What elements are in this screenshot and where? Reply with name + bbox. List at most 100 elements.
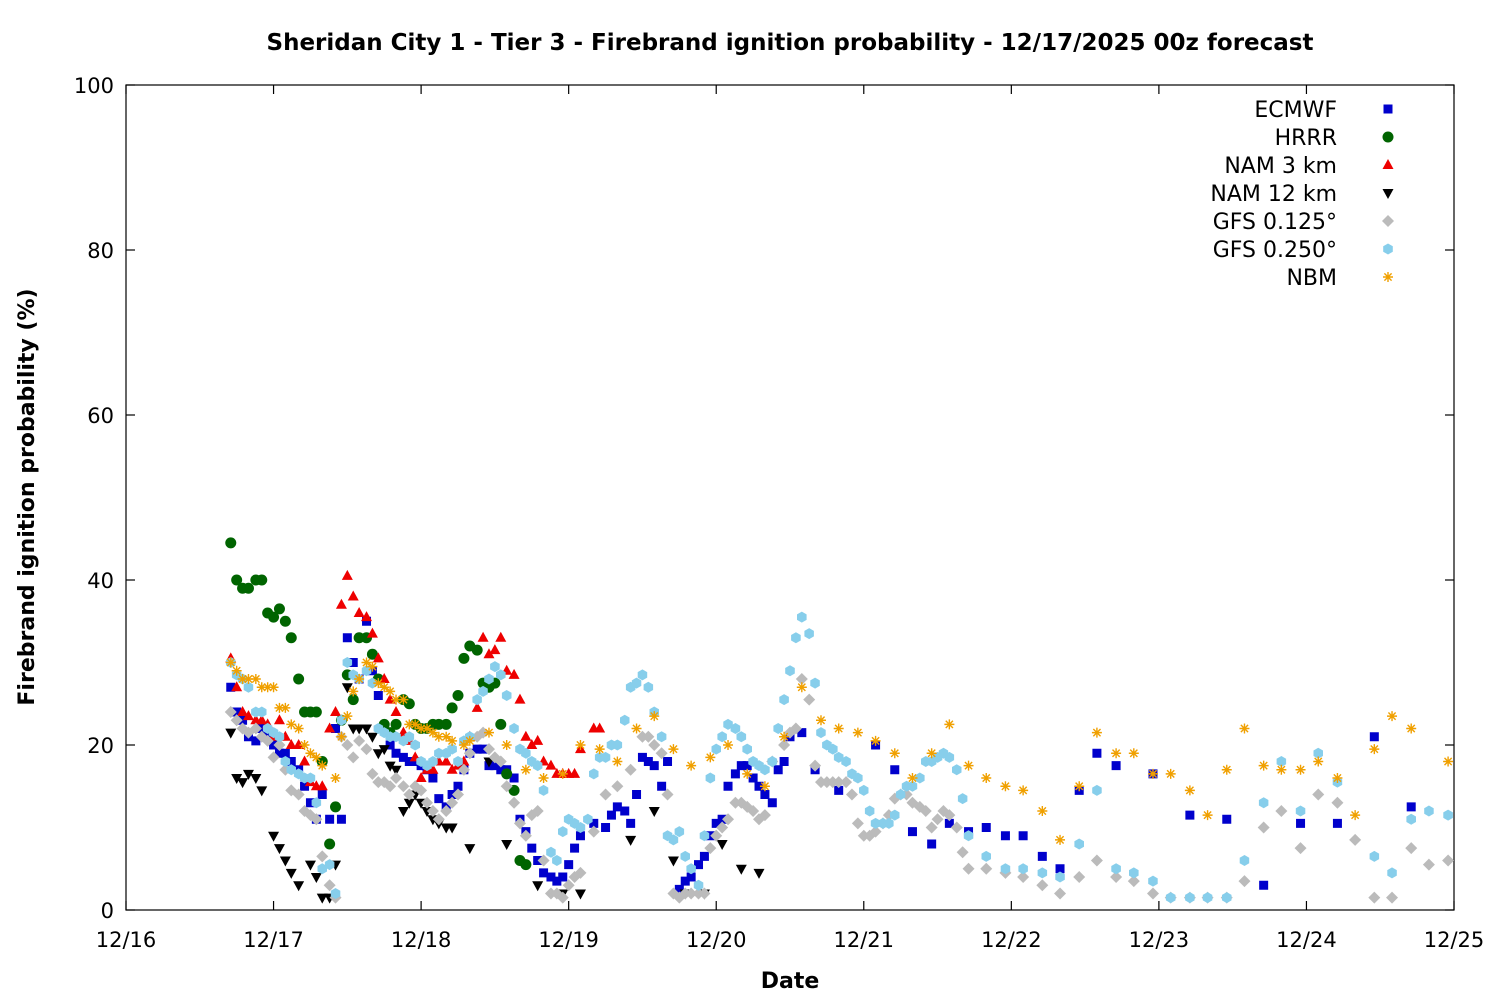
gfs-0-125-point: [249, 722, 262, 735]
ecmwf-point: [1332, 818, 1342, 828]
gfs-0-250-point: [1387, 867, 1397, 879]
gfs-0-125-point: [685, 887, 698, 900]
gfs-0-125-point: [397, 780, 410, 793]
legend-marker-nam-12-km: [1382, 189, 1394, 199]
x-tick-label: 12/17: [243, 928, 304, 952]
nam-12-km-point: [273, 844, 285, 855]
gfs-0-250-point: [391, 731, 401, 743]
nbm-point: [594, 744, 605, 755]
ecmwf-point: [575, 831, 585, 841]
ecmwf-point: [331, 724, 341, 733]
gfs-0-250-point: [1092, 784, 1102, 796]
ecmwf-point: [385, 740, 395, 750]
gfs-0-250-point: [496, 669, 506, 681]
gfs-0-125-point: [390, 772, 403, 784]
ecmwf-point: [317, 790, 327, 799]
nbm-point: [796, 682, 807, 693]
nbm-point: [1037, 806, 1048, 816]
nam-3-km-point: [347, 590, 359, 601]
gfs-0-250-point: [1185, 892, 1195, 904]
nam-12-km-point: [753, 868, 765, 879]
gfs-0-125-point: [316, 850, 329, 863]
gfs-0-250-point: [828, 743, 838, 755]
nbm-point: [612, 756, 623, 767]
hrrr-point: [279, 615, 291, 627]
ecmwf-point: [373, 691, 383, 700]
nbm-point: [237, 674, 248, 684]
ecmwf-point: [1092, 748, 1102, 758]
nbm-point: [410, 719, 421, 730]
gfs-0-125-point: [366, 767, 379, 780]
hrrr-point: [452, 690, 464, 701]
gfs-0-125-point: [341, 739, 354, 751]
gfs-0-125-point: [432, 813, 445, 826]
hrrr-point: [390, 718, 402, 730]
nbm-point: [262, 682, 273, 693]
ecmwf-point: [663, 757, 673, 766]
gfs-0-125-point: [655, 747, 668, 760]
gfs-0-250-point: [864, 805, 875, 817]
ecmwf-point: [539, 868, 549, 878]
gfs-0-250-point: [257, 706, 267, 718]
nam-12-km-point: [667, 856, 679, 867]
gfs-0-250-point: [1276, 756, 1287, 767]
gfs-0-250-point: [656, 731, 667, 743]
ecmwf-point: [1018, 831, 1028, 841]
nbm-point: [779, 731, 790, 742]
ecmwf-point: [680, 876, 690, 886]
gfs-0-125-point: [789, 722, 802, 735]
y-tick-label: 80: [87, 239, 114, 263]
x-tick-label: 12/25: [1424, 928, 1485, 952]
ecmwf-point: [723, 781, 733, 791]
nbm-point: [833, 723, 844, 734]
nbm-point: [231, 665, 242, 676]
nbm-point: [668, 744, 679, 755]
hrrr-point: [403, 698, 415, 710]
nam-3-km-point: [316, 780, 328, 791]
nbm-point: [1221, 764, 1232, 775]
gfs-0-250-point: [693, 879, 704, 891]
gfs-0-125-point: [1146, 887, 1159, 900]
legend-label-nam-12-km: NAM 12 km: [1210, 182, 1337, 207]
gfs-0-125-point: [962, 862, 975, 875]
y-tick-label: 40: [87, 569, 114, 593]
nam-12-km-point: [225, 728, 237, 739]
nam-3-km-point: [330, 706, 342, 716]
gfs-0-125-point: [661, 788, 674, 801]
hrrr-point: [508, 784, 520, 796]
x-tick-label: 12/18: [391, 928, 452, 952]
nam-12-km-point: [237, 778, 249, 789]
gfs-0-250-point: [1037, 867, 1048, 879]
gfs-0-250-point: [1074, 838, 1084, 850]
nam-3-km-point: [520, 730, 532, 741]
gfs-0-125-point: [267, 751, 280, 764]
gfs-0-125-point: [1090, 854, 1103, 867]
nam-3-km-point: [293, 739, 305, 749]
gfs-0-125-point: [980, 862, 993, 875]
gfs-0-250-point: [311, 797, 322, 809]
gfs-0-250-point: [785, 665, 795, 677]
legend-marker-hrrr: [1382, 131, 1394, 143]
ecmwf-point: [286, 757, 296, 766]
ecmwf-point: [754, 781, 764, 791]
nam-3-km-point: [427, 763, 439, 774]
x-axis-label: Date: [761, 969, 820, 994]
nbm-point: [379, 682, 390, 693]
gfs-0-250-point: [490, 661, 500, 673]
gfs-0-250-point: [797, 611, 807, 623]
nam-12-km-point: [268, 831, 280, 842]
ecmwf-point: [927, 839, 937, 849]
nam-3-km-point: [299, 755, 311, 766]
ecmwf-point: [251, 736, 261, 746]
hrrr-point: [293, 673, 305, 685]
nam-12-km-point: [242, 769, 254, 780]
gfs-0-250-point: [280, 756, 291, 767]
ecmwf-point: [674, 884, 684, 894]
nbm-point: [256, 682, 267, 693]
gfs-0-250-point: [434, 747, 444, 759]
nbm-point: [1000, 781, 1011, 792]
gfs-0-125-point: [1073, 871, 1086, 883]
nbm-point: [243, 674, 254, 684]
gfs-0-250-point: [791, 632, 801, 644]
